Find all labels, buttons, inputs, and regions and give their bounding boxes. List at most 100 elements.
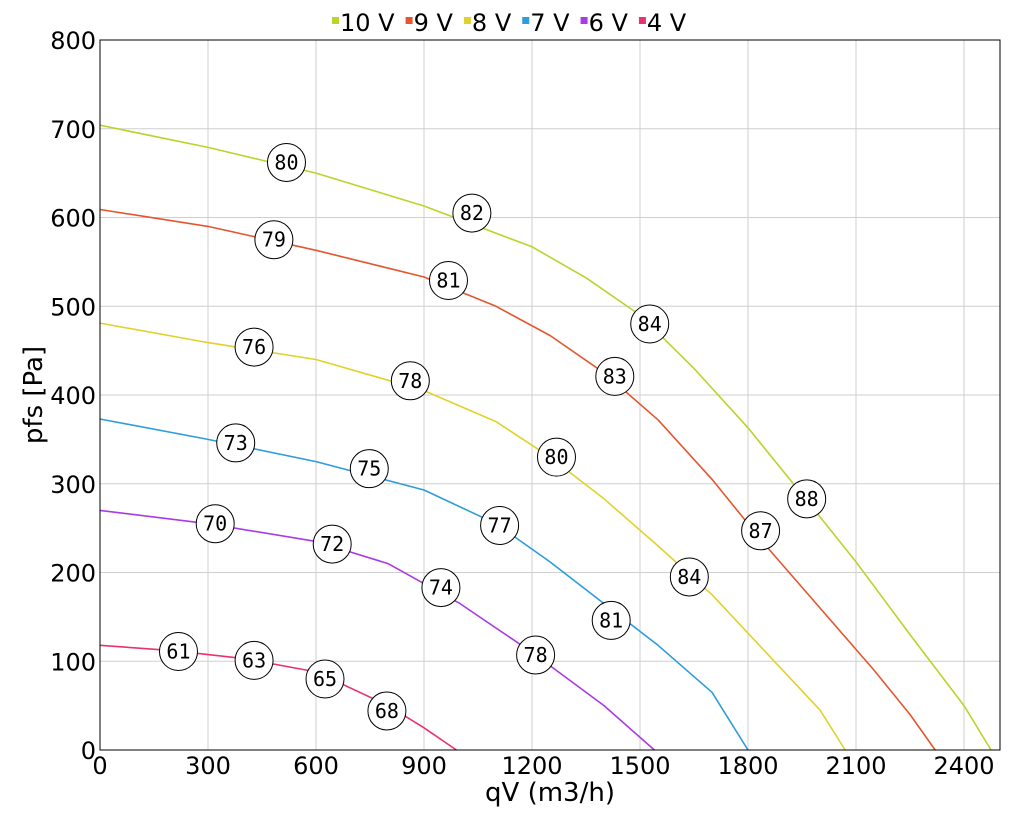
point-label-badge (266, 142, 306, 182)
point-label: 84 (669, 557, 709, 597)
y-tick-label: 700 (50, 116, 96, 144)
point-label-text: 75 (357, 457, 381, 481)
point-label-text: 79 (262, 228, 286, 252)
point-label-text: 81 (436, 269, 460, 293)
point-label: 78 (516, 635, 556, 675)
x-tick-label: 1500 (609, 752, 670, 780)
point-label-text: 81 (599, 608, 623, 632)
legend-label: 4 V (647, 9, 687, 37)
tick-labels: 0 300 600 900 1200 1500 1800 2100 2400 0 100 200 300… (50, 27, 994, 780)
point-label-badge (787, 479, 827, 519)
legend-label: 6 V (589, 9, 629, 37)
point-label-text: 74 (429, 576, 453, 600)
point-label-badge (312, 524, 352, 564)
point-label-badge (480, 505, 520, 545)
point-label-badge (234, 327, 274, 367)
y-tick-label: 500 (50, 293, 96, 321)
point-label-badge (158, 631, 198, 671)
y-tick-label: 600 (50, 205, 96, 233)
x-tick-label: 300 (185, 752, 231, 780)
point-label-badge (216, 423, 256, 463)
legend-label: 8 V (472, 9, 512, 37)
x-tick-label: 600 (293, 752, 339, 780)
x-tick-label: 1800 (717, 752, 778, 780)
legend-swatch (638, 17, 646, 24)
legend-item[interactable]: 6 V (580, 9, 629, 37)
point-label-badge (234, 640, 274, 680)
point-label-badge (195, 504, 235, 544)
point-label-text: 76 (242, 335, 266, 359)
point-label: 83 (595, 356, 635, 396)
point-label: 76 (234, 327, 274, 367)
point-label-badge (591, 600, 631, 640)
point-label: 80 (536, 437, 576, 477)
point-label-badge (536, 437, 576, 477)
point-label: 87 (741, 511, 781, 551)
point-label: 72 (312, 524, 352, 564)
point-label: 82 (452, 193, 492, 233)
point-label-text: 72 (320, 532, 344, 556)
series-line (99, 208, 936, 751)
legend-item[interactable]: 10 V (332, 9, 395, 37)
point-label: 77 (480, 505, 520, 545)
legend-label: 9 V (414, 9, 454, 37)
point-label: 61 (158, 631, 198, 671)
legend-swatch (580, 17, 588, 24)
series-line (99, 418, 749, 751)
point-label-text: 78 (524, 643, 548, 667)
point-label: 84 (630, 304, 670, 344)
point-label-text: 80 (274, 150, 298, 174)
point-label-text: 84 (638, 312, 662, 336)
point-label-badge (630, 304, 670, 344)
legend-item[interactable]: 4 V (638, 9, 687, 37)
point-label: 75 (349, 449, 389, 489)
legend-swatch (522, 17, 530, 24)
point-label-badge (254, 220, 294, 260)
point-labels: 80 82 84 88 79 81 83 87 76 78 80 84 73 75 77 81 70 72 74 78… (158, 142, 827, 731)
x-tick-label: 900 (401, 752, 447, 780)
point-label-text: 63 (242, 648, 266, 672)
x-axis-title: qV (m3/h) (485, 778, 615, 808)
point-label-badge (421, 568, 461, 608)
x-tick-label: 1200 (501, 752, 562, 780)
point-label: 68 (367, 691, 407, 731)
point-label-badge (428, 261, 468, 301)
point-label-badge (390, 361, 430, 401)
point-label-text: 82 (460, 201, 484, 225)
plot-frame (99, 39, 1001, 751)
point-label-text: 88 (795, 487, 819, 511)
point-label-text: 73 (224, 431, 248, 455)
point-label: 81 (591, 600, 631, 640)
legend-item[interactable]: 8 V (463, 9, 512, 37)
y-tick-label: 0 (81, 737, 96, 765)
point-label: 63 (234, 640, 274, 680)
y-tick-label: 400 (50, 382, 96, 410)
point-label-text: 65 (313, 667, 337, 691)
legend-swatch (463, 17, 471, 24)
y-axis-title: pfs [Pa] (19, 346, 49, 444)
point-label-text: 84 (677, 565, 701, 589)
point-label: 88 (787, 479, 827, 519)
point-label: 65 (305, 659, 345, 699)
point-label-text: 77 (488, 513, 512, 537)
legend-item[interactable]: 7 V (522, 9, 570, 37)
series-line (99, 322, 846, 751)
legend-label: 7 V (530, 9, 570, 37)
point-label-text: 70 (203, 512, 227, 536)
point-label-badge (741, 511, 781, 551)
legend-item[interactable]: 9 V (405, 9, 454, 37)
point-label: 73 (216, 423, 256, 463)
point-label-text: 83 (603, 364, 627, 388)
point-label-text: 80 (544, 445, 568, 469)
point-label: 70 (195, 504, 235, 544)
point-label: 81 (428, 261, 468, 301)
legend-swatch (332, 17, 339, 24)
legend: 10 V 9 V 8 V 7 V 6 V 4 V (332, 9, 687, 37)
point-label-text: 61 (166, 639, 190, 663)
series-line (99, 124, 992, 751)
point-label-text: 68 (375, 699, 399, 723)
point-label-badge (305, 659, 345, 699)
legend-swatch (405, 17, 413, 24)
point-label: 74 (421, 568, 461, 608)
